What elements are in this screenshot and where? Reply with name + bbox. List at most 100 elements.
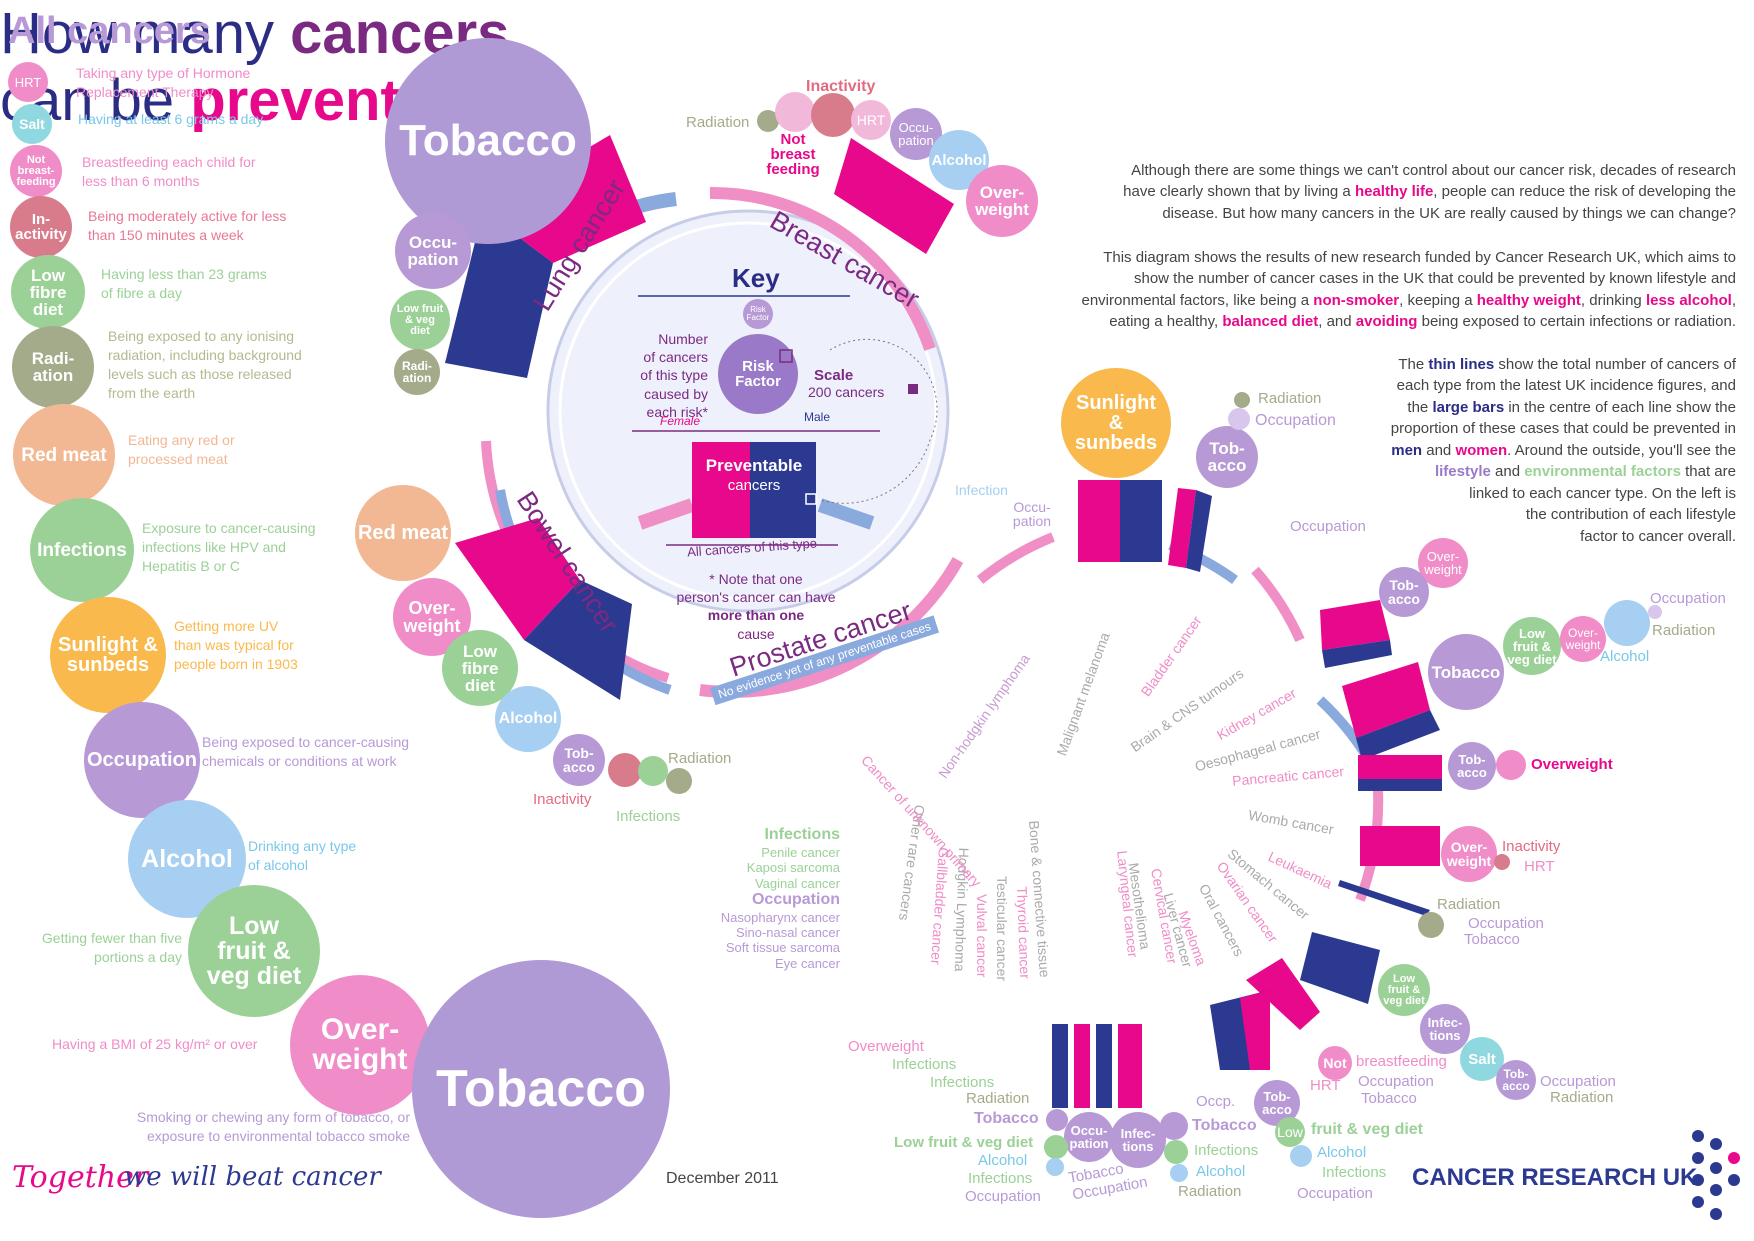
key-thin-line-f xyxy=(637,498,695,530)
lung-male-bar xyxy=(445,210,553,378)
bowel-overweight-circle: Over-weight xyxy=(393,578,471,656)
not-breastfeeding-circle: Not breast-feeding xyxy=(10,145,62,197)
kidney-tobacco-circle: Tob-acco xyxy=(1379,567,1429,617)
ovarian-bf-label: breastfeeding xyxy=(1356,1053,1447,1070)
inactivity-circle: In-activity xyxy=(10,196,72,258)
key-risk-small-label: Risk Factor xyxy=(746,305,770,322)
key-scale-label: Scale xyxy=(814,367,854,384)
laryngeal-tobacco-dot xyxy=(1046,1109,1068,1131)
vulval-label: Vulval cancer xyxy=(974,894,990,978)
lung-tobacco-circle: Tobacco xyxy=(385,38,591,244)
red-meat-circle: Red meat xyxy=(13,404,115,506)
liver-alcohol-label: Alcohol xyxy=(1196,1163,1246,1180)
womb-bar-f xyxy=(1360,826,1440,866)
breast-notbf-label: Not breast feeding xyxy=(766,131,820,178)
low-fruit-veg-circle: Low fruit & veg diet xyxy=(188,885,320,1017)
laryngeal-infections-label: Infections xyxy=(968,1170,1033,1187)
bowel-radiation-label: Radiation xyxy=(668,750,732,767)
intro-paragraph-2: This diagram shows the results of new re… xyxy=(1081,249,1737,331)
liver-tobacco-label: Tobacco xyxy=(1192,1117,1257,1134)
oral-occupation-label: Occupation xyxy=(1297,1185,1373,1202)
title-line-1: How many cancers xyxy=(0,1,510,66)
womb-overweight-circle: Over-weight xyxy=(1441,826,1497,882)
laryngeal-occupation-label: Occupation xyxy=(965,1188,1041,1205)
salt-circle: Salt xyxy=(12,104,52,144)
womb-inactivity-dot xyxy=(1494,854,1510,870)
lung-radiation-circle: Radi-ation xyxy=(394,349,440,395)
laryngeal-tobacco-label: Tobacco xyxy=(974,1110,1039,1127)
testicular-label: Testicular cancer xyxy=(994,876,1010,982)
breast-inactivity-label: Inactivity xyxy=(806,78,876,95)
key-male-label: Male xyxy=(804,410,831,424)
bowel-inactivity-label: Inactivity xyxy=(533,791,592,808)
oes-occupation-label: Occupation xyxy=(1650,590,1726,607)
breast-overweight-circle: Over-weight xyxy=(966,165,1038,237)
panc-overweight-label: Overweight xyxy=(1531,756,1613,773)
nhl-infection-label: Infection xyxy=(955,482,1008,498)
cervical-bar xyxy=(1118,1024,1142,1108)
oes-tobacco-circle: Tobacco xyxy=(1428,634,1504,710)
occp-label: Occp. xyxy=(1196,1093,1236,1110)
key-preventable-label: Preventable xyxy=(705,456,803,475)
bladder-bar-m xyxy=(1186,490,1212,572)
melanoma-sunlight-circle: Sunlight & sunbeds xyxy=(1061,368,1171,478)
oes-alcohol-dot xyxy=(1604,600,1650,646)
key-female-bar xyxy=(692,442,750,538)
brain-occupation-label: Occupation xyxy=(1290,518,1366,535)
breast-thin-line xyxy=(709,186,936,351)
panc-overweight-dot xyxy=(1496,750,1526,780)
oes-overweight-circle: Over-weight xyxy=(1560,616,1606,662)
breast-radiation-dot xyxy=(757,110,779,132)
leuk-occupation-label: Occupation xyxy=(1468,915,1544,932)
key-female-label: Female xyxy=(660,414,701,428)
leuk-tobacco-label: Tobacco xyxy=(1464,931,1520,948)
key-cancers-label: cancers xyxy=(727,477,781,494)
low-fruit-veg-desc: Getting fewer than five portions a day xyxy=(41,930,182,965)
key-thin-line-m xyxy=(817,498,875,530)
meso-occupation-circle: Occu-pation xyxy=(1064,1112,1114,1162)
lung-fruit-circle: Low fruit & veg diet xyxy=(390,290,450,350)
liver-infections-dot xyxy=(1164,1140,1188,1164)
brain-line xyxy=(1251,566,1305,643)
footer-together: Together xyxy=(12,1160,149,1195)
bowel-infections-label: Infections xyxy=(616,808,681,825)
key-risk-small-circle xyxy=(743,299,773,329)
oes-fruit-circle: Low fruit & veg diet xyxy=(1503,617,1561,675)
bowel-redmeat-circle: Red meat xyxy=(355,485,451,581)
liver-infections-label: Infections xyxy=(1194,1142,1259,1159)
oes-bar-f xyxy=(1342,662,1430,738)
breast-radiation-label: Radiation xyxy=(686,114,750,131)
low-fibre-circle: Low fibre diet xyxy=(11,255,85,329)
tobacco-desc: Smoking or chewing any form of tobacco, … xyxy=(136,1109,410,1144)
gall-radiation-label: Radiation xyxy=(966,1090,1030,1107)
cruk-logo-icon xyxy=(1692,1130,1740,1220)
key-scale-value: 200 cancers xyxy=(808,384,885,400)
alcohol-desc: Drinking any type of alcohol xyxy=(248,838,357,873)
occupation-circle: Occupation xyxy=(84,702,200,818)
panc-bar-f xyxy=(1358,755,1442,779)
stomach-radiation-label: Radiation xyxy=(1550,1089,1614,1106)
ovarian-hrt-label: HRT xyxy=(1310,1077,1341,1094)
laryngeal-fruit-dot xyxy=(1044,1135,1068,1159)
sunlight-circle: Sunlight & sunbeds xyxy=(50,597,166,713)
bowel-male-bar xyxy=(524,580,632,700)
oes-bar-m xyxy=(1356,710,1440,760)
thyroid-label: Thyroid cancer xyxy=(1014,886,1034,980)
bowel-inactivity-dot xyxy=(608,753,642,787)
low-fibre-desc: Having less than 23 grams of fibre a day xyxy=(101,266,267,301)
overweight-circle: Over-weight xyxy=(290,975,430,1115)
bowel-tobacco-circle: Tob-acco xyxy=(553,734,605,786)
key-scale-square xyxy=(779,349,793,363)
bladder-radiation-dot xyxy=(1234,392,1250,408)
footer-slogan: we will beat cancer xyxy=(124,1162,381,1192)
key-scale-square-filled xyxy=(908,384,918,394)
intro-paragraph-1: Although there are some things we can't … xyxy=(1123,162,1736,222)
leuk-radiation-dot xyxy=(1418,912,1444,938)
panc-tobacco-circle: Tob-acco xyxy=(1448,742,1496,790)
laryngeal-bar xyxy=(1052,1024,1068,1108)
breast-female-bar xyxy=(834,138,954,254)
gall-overweight-label: Overweight xyxy=(848,1038,924,1055)
breast-inactivity-dot xyxy=(811,93,855,137)
occupation-desc: Being exposed to cancer-causing chemicals… xyxy=(202,734,410,769)
